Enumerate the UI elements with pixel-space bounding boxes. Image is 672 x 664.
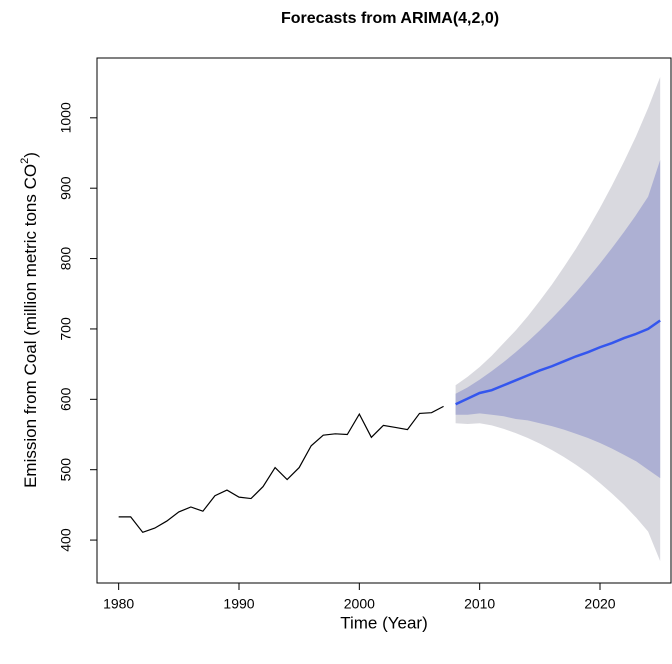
forecast-band	[455, 160, 661, 479]
series-line	[118, 405, 444, 534]
y-tick-label: 800	[58, 247, 74, 271]
x-tick-label: 1980	[103, 596, 134, 612]
y-tick-label: 400	[58, 528, 74, 552]
y-axis-label-sup: 2	[19, 158, 31, 164]
y-axis-label-main: Emission from Coal (million metric tons …	[21, 164, 40, 488]
y-tick-label: 900	[58, 176, 74, 200]
series-line	[455, 319, 661, 406]
y-axis-label: Emission from Coal (million metric tons …	[19, 152, 41, 488]
y-tick-label: 500	[58, 458, 74, 482]
y-tick-label: 700	[58, 317, 74, 341]
y-axis-label-end: )	[21, 152, 40, 158]
chart-title: Forecasts from ARIMA(4,2,0)	[281, 10, 499, 27]
y-tick-label: 600	[58, 387, 74, 411]
y-tick-label: 1000	[58, 102, 74, 133]
x-tick-label: 2010	[464, 596, 495, 612]
x-tick-label: 2020	[584, 596, 615, 612]
x-tick-label: 1990	[223, 596, 254, 612]
x-axis-label: Time (Year)	[340, 613, 428, 632]
x-tick-label: 2000	[344, 596, 375, 612]
